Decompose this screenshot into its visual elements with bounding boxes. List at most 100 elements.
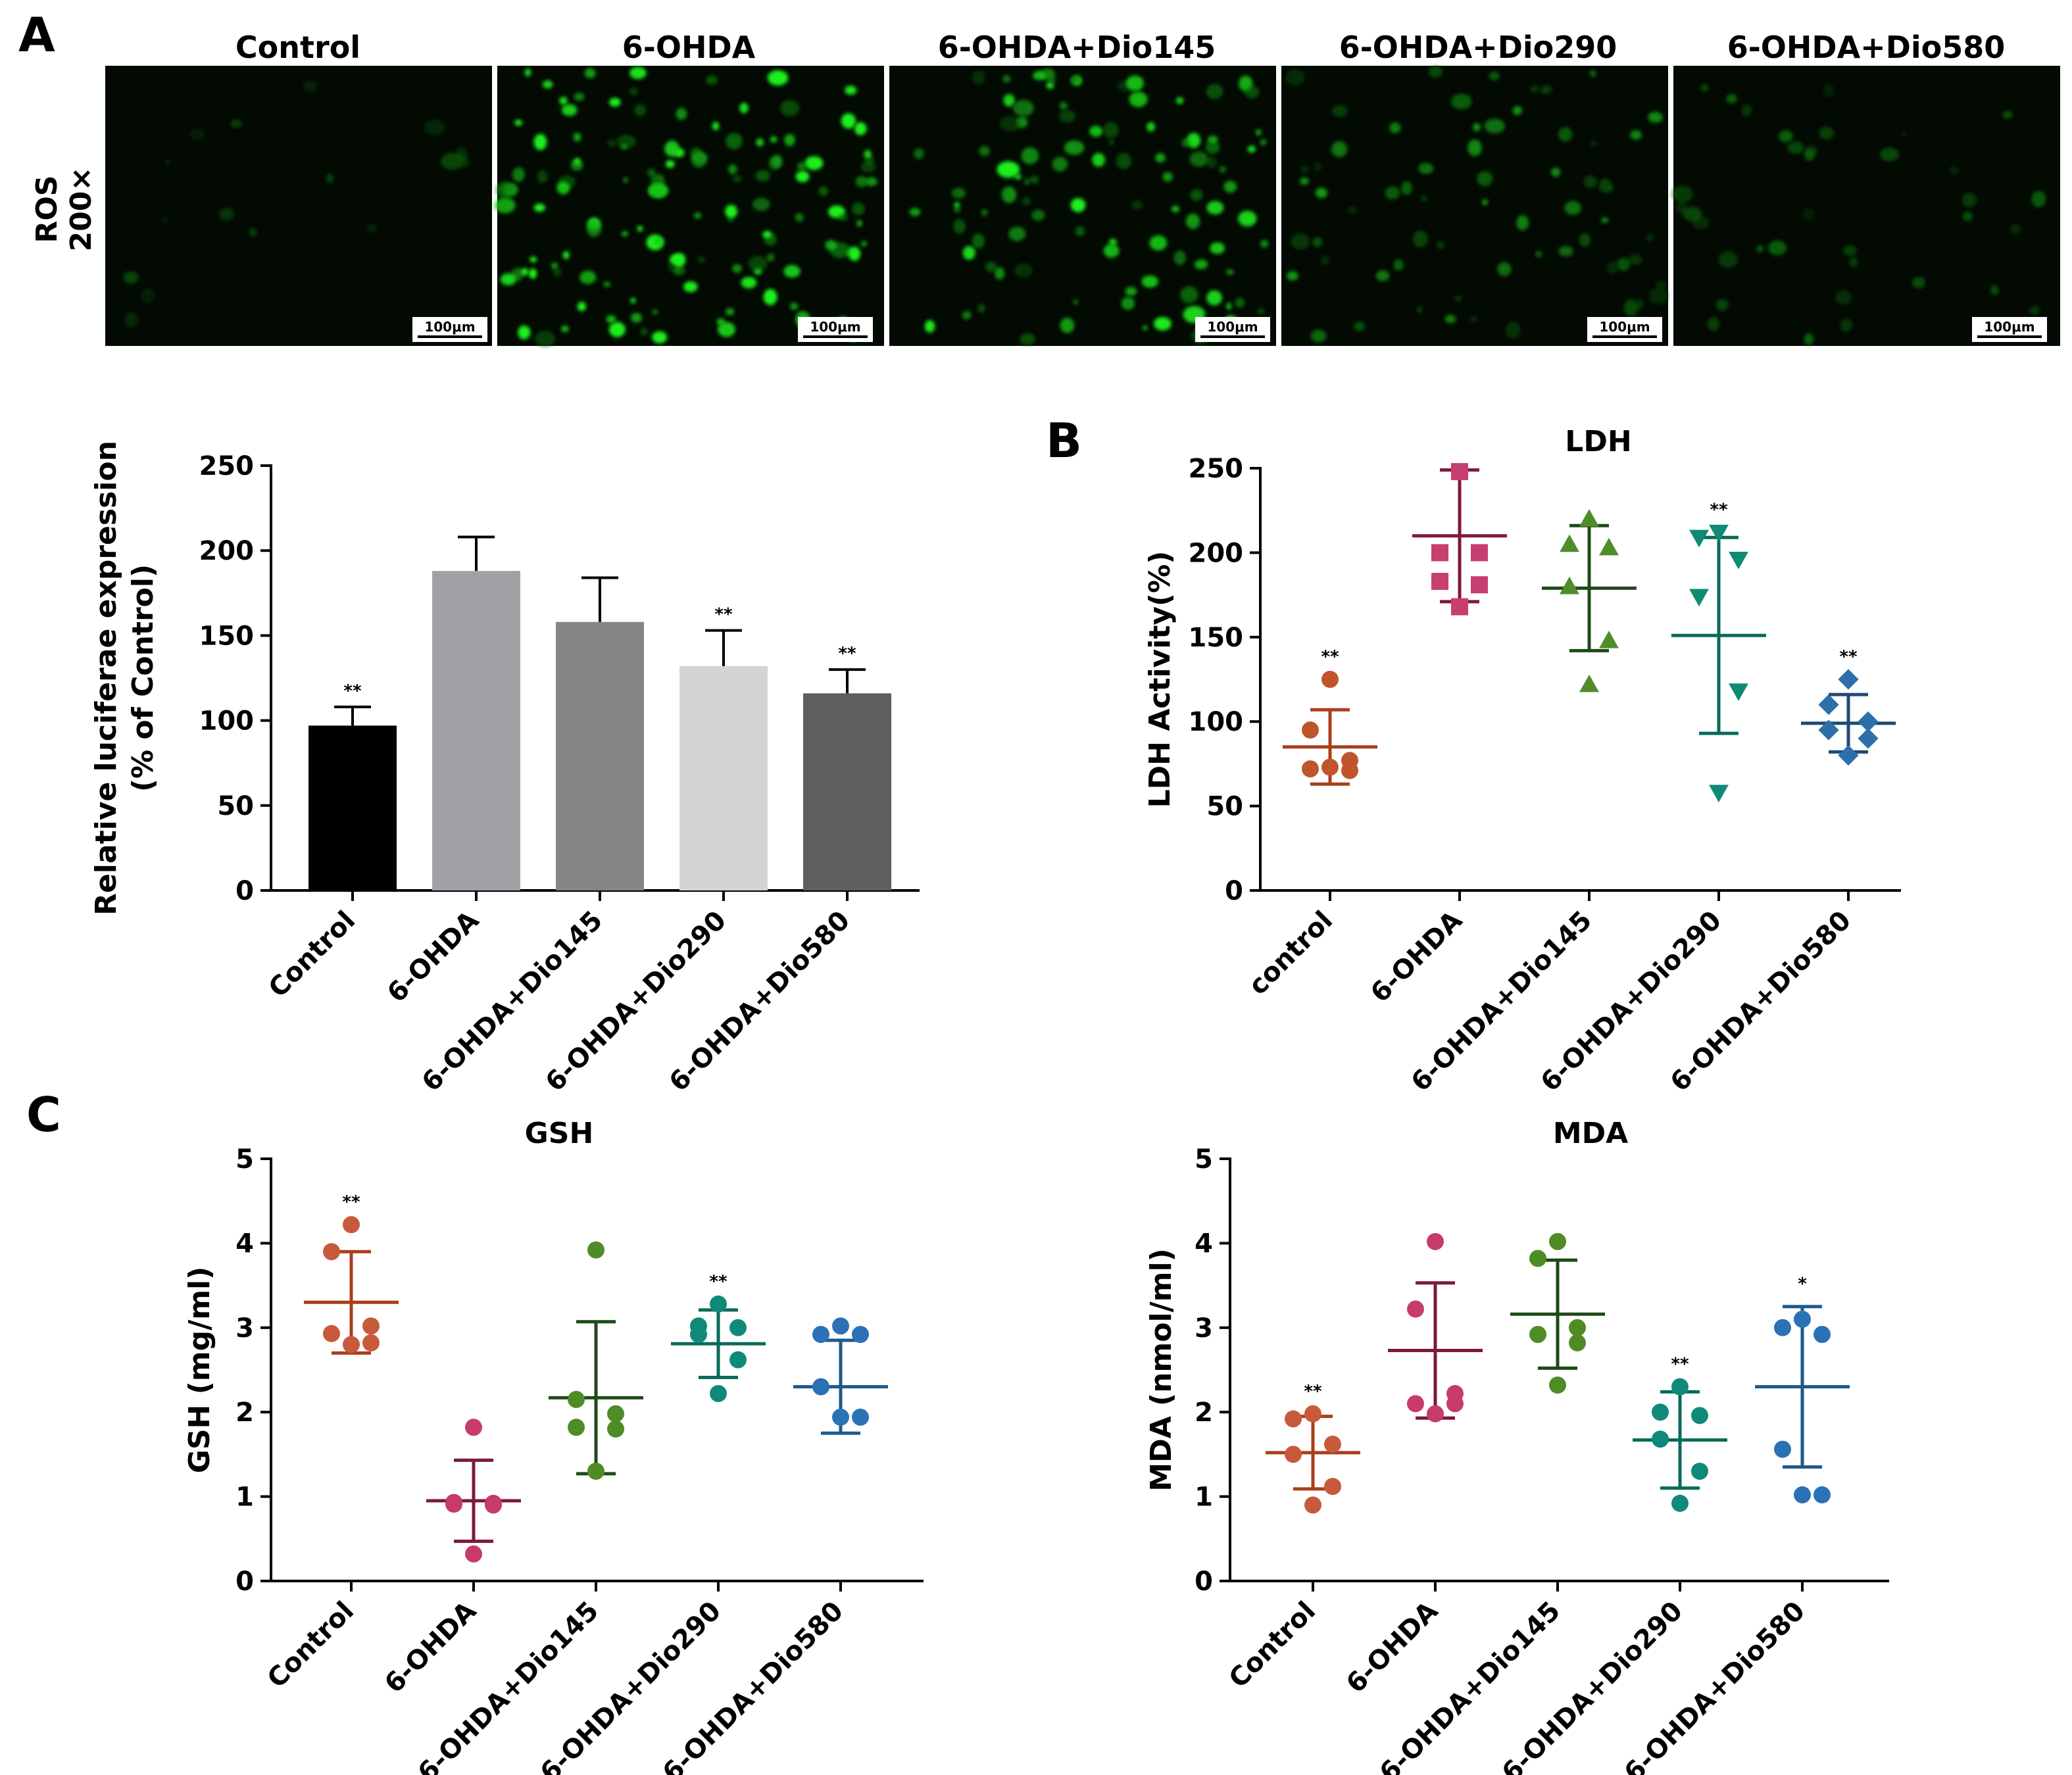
fluorescent-cell bbox=[1162, 172, 1173, 182]
fluorescent-cell bbox=[1550, 167, 1561, 177]
fluorescent-cell bbox=[1607, 261, 1619, 274]
gsh-significance-label: ** bbox=[342, 1192, 360, 1212]
ldh-data-point bbox=[1341, 762, 1358, 779]
fluorescent-cell bbox=[997, 161, 1020, 178]
fluorescent-cell bbox=[640, 328, 648, 336]
fluorescent-cell bbox=[1180, 286, 1198, 304]
luciferase-bar bbox=[679, 666, 768, 890]
mda-data-point bbox=[1285, 1410, 1302, 1428]
gsh-data-point bbox=[832, 1317, 849, 1335]
fluorescent-cell bbox=[1129, 91, 1148, 108]
fluorescent-cell bbox=[1206, 84, 1223, 99]
fluorescent-cell bbox=[1535, 251, 1542, 258]
ldh-data-point bbox=[1858, 711, 1879, 732]
fluorescent-cell bbox=[1437, 241, 1444, 249]
fluorescent-cell bbox=[1579, 233, 1591, 247]
fluorescent-cell bbox=[766, 253, 775, 262]
fluorescent-cell bbox=[664, 140, 679, 157]
fluorescent-cell bbox=[1310, 329, 1327, 343]
fluorescent-cell bbox=[852, 202, 865, 216]
fluorescent-cell bbox=[553, 268, 562, 277]
fluorescent-cell bbox=[1671, 185, 1693, 203]
fluorescent-cell bbox=[1210, 242, 1225, 255]
fluorescent-cell bbox=[1331, 105, 1348, 117]
gsh-data-point bbox=[343, 1216, 360, 1234]
fluorescent-cell bbox=[951, 187, 966, 199]
fluorescent-cell bbox=[1477, 171, 1493, 187]
mda-significance-label: ** bbox=[1304, 1382, 1322, 1401]
fluorescent-cell bbox=[1186, 133, 1201, 148]
fluorescent-cell bbox=[697, 256, 706, 263]
mda-y-tick-label: 3 bbox=[1195, 1313, 1213, 1344]
fluorescent-cell bbox=[789, 303, 799, 310]
gsh-data-point bbox=[729, 1319, 747, 1336]
fluorescent-cell bbox=[725, 308, 735, 316]
fluorescent-cell bbox=[1428, 66, 1443, 78]
fluorescent-cell bbox=[762, 231, 772, 238]
fluorescent-cell bbox=[866, 177, 877, 187]
fluorescent-cell bbox=[633, 104, 647, 116]
fluorescent-cell bbox=[1842, 245, 1857, 256]
fluorescent-cell bbox=[1291, 233, 1310, 250]
micro-title-6ohda: 6-OHDA bbox=[622, 30, 756, 65]
ldh-y-tick-label: 200 bbox=[1189, 538, 1244, 568]
mda-category-label: 6-OHDA bbox=[1341, 1596, 1444, 1699]
gsh-data-point bbox=[832, 1408, 849, 1426]
fluorescent-cell bbox=[366, 224, 378, 233]
micro-image-dio580 bbox=[1673, 66, 2060, 346]
ldh-data-point bbox=[1431, 544, 1448, 562]
ldh-data-point bbox=[1689, 529, 1709, 548]
fluorescent-cell bbox=[1468, 139, 1482, 157]
ldh-data-point bbox=[1451, 598, 1468, 616]
fluorescent-cell bbox=[1787, 141, 1804, 154]
fluorescent-cell bbox=[1092, 153, 1105, 167]
mda-y-tick-label: 0 bbox=[1195, 1567, 1213, 1597]
fluorescent-cell bbox=[1489, 71, 1500, 80]
fluorescent-cell bbox=[584, 68, 596, 78]
fluorescent-cell bbox=[1260, 239, 1269, 248]
fluorescent-cell bbox=[123, 271, 139, 284]
fluorescent-cell bbox=[1418, 162, 1431, 173]
fluorescent-cell bbox=[524, 68, 531, 77]
fluorescent-cell bbox=[1024, 178, 1030, 185]
fluorescent-cell bbox=[1287, 271, 1298, 281]
ldh-data-point bbox=[1302, 721, 1319, 739]
fluorescent-cell bbox=[1779, 130, 1793, 143]
fluorescent-cell bbox=[1648, 287, 1669, 304]
mda-category-label: Control bbox=[1223, 1596, 1321, 1694]
fluorescent-cell bbox=[1314, 162, 1321, 172]
fluorescent-cell bbox=[1656, 280, 1667, 289]
ldh-data-point bbox=[1709, 524, 1729, 543]
gsh-category-label: 6-OHDA bbox=[379, 1596, 482, 1699]
fluorescent-cell bbox=[1207, 135, 1218, 143]
ldh-data-point bbox=[1560, 534, 1579, 552]
fluorescent-cell bbox=[1046, 82, 1054, 89]
gsh-data-point bbox=[710, 1384, 727, 1402]
fluorescent-cell bbox=[249, 228, 257, 237]
fluorescent-cell bbox=[648, 183, 669, 198]
ros-row-label: ROS 200× bbox=[30, 167, 98, 252]
fluorescent-cell bbox=[1125, 75, 1144, 91]
fluorescent-cell bbox=[733, 175, 742, 183]
ldh-data-point bbox=[1818, 719, 1839, 741]
luciferase-y-tick-label: 150 bbox=[199, 621, 255, 651]
mda-data-point bbox=[1691, 1463, 1708, 1480]
fluorescent-cell bbox=[1247, 145, 1256, 153]
panel-a-label: A bbox=[18, 7, 55, 62]
fluorescent-cell bbox=[574, 158, 581, 165]
fluorescent-cell bbox=[1630, 130, 1642, 140]
fluorescent-cell bbox=[580, 270, 597, 284]
fluorescent-cell bbox=[1315, 187, 1328, 199]
fluorescent-cell bbox=[1206, 157, 1217, 168]
luciferase-bar bbox=[308, 725, 397, 890]
fluorescent-cell bbox=[1347, 207, 1358, 214]
fluorescent-cell bbox=[783, 264, 801, 278]
fluorescent-cell bbox=[652, 331, 668, 344]
luciferase-y-axis-label: Relative luciferae expression (% of Contr… bbox=[89, 441, 160, 915]
fluorescent-cell bbox=[1238, 210, 1257, 227]
micro-title-control: Control bbox=[235, 30, 360, 65]
gsh-data-point bbox=[465, 1419, 482, 1436]
fluorescent-cell bbox=[1707, 316, 1720, 331]
fluorescent-cell bbox=[954, 202, 960, 208]
fluorescent-cell bbox=[1121, 297, 1135, 310]
